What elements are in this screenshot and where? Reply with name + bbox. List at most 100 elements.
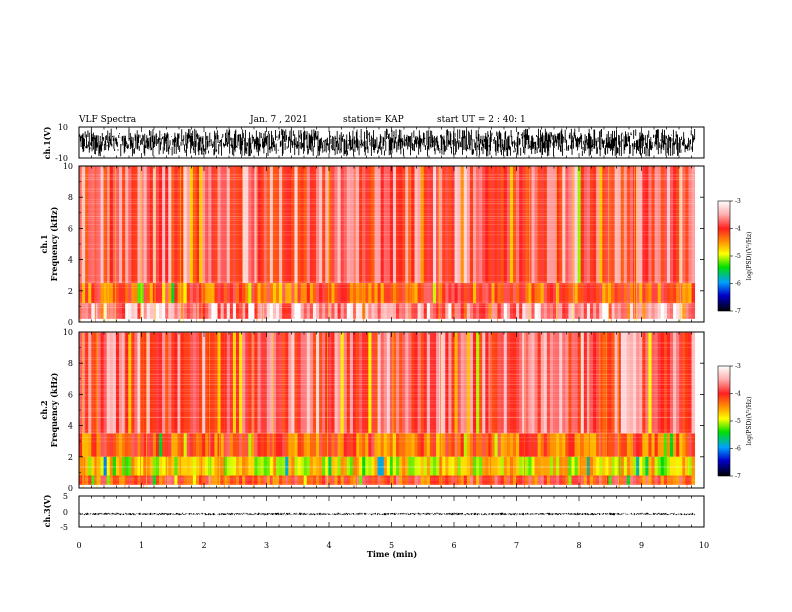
ch2-spectrogram-cell [485, 456, 489, 476]
ch2-spectrogram-cell [642, 475, 646, 485]
ch2-spectrogram-cell [328, 475, 332, 485]
ch2-spectrogram-cell [303, 475, 308, 485]
ch2-spectrogram-cell [620, 332, 625, 434]
ch2-spectrogram-cell [168, 332, 172, 434]
ch1-spectrogram-cell [131, 166, 135, 283]
ch1-spectrogram-cell [691, 283, 696, 304]
ch1-spectrogram-cell [263, 283, 268, 304]
ch2-spectrogram-cell [513, 456, 517, 476]
ch2-spectrogram-cell [448, 332, 452, 434]
ch2-spectrogram-cell [356, 456, 360, 476]
ch2-spectrogram-cell [91, 332, 95, 434]
ch1-spectrogram-cell [534, 283, 539, 304]
ch1-spectrogram-cell [574, 303, 579, 319]
ch1-spectrogram-cell [648, 303, 652, 319]
ch1-spectrogram-cell [608, 166, 612, 283]
colorbar-ch1-tick-label: -3 [735, 198, 741, 205]
ch2-spectrogram-cell [199, 433, 203, 457]
ch1-spectrogram-cell [171, 303, 175, 319]
ch2-spectrogram-cell [349, 433, 354, 457]
ch2-spectrogram-cell [226, 433, 231, 457]
ch2-spectrogram-cell [266, 456, 271, 476]
ch2-spectrogram-cell [306, 456, 311, 476]
ch2-spectrogram-cell [352, 475, 357, 485]
ch1-spectrogram-cell [309, 166, 314, 283]
ch1-spectrogram-cell [466, 166, 471, 283]
ch1-spectrogram-cell [392, 283, 397, 304]
ch1-spectrogram-cell [165, 283, 169, 304]
ch2-spectrogram-cell [503, 332, 508, 434]
ch1-spectrogram-cell [525, 303, 529, 319]
ch2-spectrogram-cell [580, 475, 585, 485]
ch1-spectrogram-cell [312, 283, 317, 304]
colorbar-ch1-tick-label: -4 [735, 226, 741, 233]
ch1-spectrogram-cell [122, 303, 126, 319]
ch2-spectrogram-cell [162, 475, 166, 485]
ch2-spectrogram-cell [263, 475, 268, 485]
ch1-spectrogram-cell [488, 283, 492, 304]
ch1-spectrogram-cell [414, 283, 418, 304]
ch1-spectrogram-cell [359, 283, 363, 304]
ch2-spectrogram-cell [466, 433, 471, 457]
ch2-spectrogram-cell [571, 475, 575, 485]
ch2-spectrogram-cell [143, 433, 148, 457]
ch1-spectrogram-cell [405, 303, 409, 319]
ch2-spectrogram-cell [399, 456, 403, 476]
ch2-spectrogram-cell [460, 433, 465, 457]
ch2-spectrogram-cell [242, 433, 246, 457]
ch2-spectrogram-cell [497, 433, 502, 457]
ch1-spectrogram-cell [82, 283, 86, 304]
ch2-spectrogram-cell [408, 332, 412, 434]
ch2-spectrogram-cell [205, 456, 209, 476]
ch2-spectrogram-cell [294, 475, 298, 485]
ch2-spectrogram-cell [340, 433, 345, 457]
ch1-spectrogram-cell [94, 166, 98, 283]
ch2-spectrogram-cell [248, 456, 252, 476]
ch2-spectrogram-cell [494, 433, 499, 457]
ch2-spectrogram-cell [519, 433, 523, 457]
ch2-spectrogram-cell [574, 433, 579, 457]
ch2-spectrogram-cell [248, 332, 252, 434]
ch2-spectrogram-cell [423, 332, 428, 434]
ch2-spectrogram-cell [232, 332, 237, 434]
ch1-spectrogram-cell [556, 303, 560, 319]
ch1-spectrogram-cell [199, 283, 203, 304]
ch1-spectrogram-cell [583, 303, 588, 319]
ch1-spectrogram-cell [519, 303, 523, 319]
ch2-spectrogram-cell [491, 456, 495, 476]
ch1-spectrogram-cell [537, 283, 542, 304]
ch2-spectrogram-cell [414, 475, 418, 485]
ch2-spectrogram-ytick-label: 2 [68, 453, 73, 462]
ch2-spectrogram-cell [543, 475, 548, 485]
ch2-spectrogram-cell [596, 456, 600, 476]
ch3-waveform-ylabel: ch.3(V) [42, 494, 52, 527]
ch1-spectrogram-cell [297, 283, 302, 304]
ch1-spectrogram-cell [165, 303, 169, 319]
ch1-spectrogram-cell [626, 283, 631, 304]
ch2-spectrogram-cell [374, 433, 378, 457]
ch2-spectrogram-cell [149, 475, 154, 485]
ch2-spectrogram-cell [623, 332, 628, 434]
ch2-spectrogram-cell [180, 475, 185, 485]
time-tick-label: 0 [76, 541, 81, 550]
ch1-spectrogram-cell [654, 283, 659, 304]
ch2-spectrogram-cell [279, 433, 283, 457]
ch2-spectrogram-cell [346, 475, 351, 485]
ch2-spectrogram-cell [128, 332, 132, 434]
ch1-spectrogram-cell [134, 166, 138, 283]
ch2-spectrogram-cell [214, 433, 218, 457]
ch2-spectrogram-ytick-label: 4 [68, 422, 73, 431]
ch1-spectrogram-cell [562, 283, 566, 304]
ch2-spectrogram-cell [676, 456, 680, 476]
ch2-spectrogram-cell [128, 433, 132, 457]
ch2-spectrogram-cell [235, 433, 240, 457]
ch2-spectrogram-cell [420, 433, 425, 457]
ch2-spectrogram-cell [562, 433, 566, 457]
ch1-spectrogram-cell [140, 283, 145, 304]
ch2-spectrogram-cell [436, 475, 440, 485]
ch1-spectrogram-cell [546, 166, 551, 283]
ch2-spectrogram-cell [368, 456, 372, 476]
ch2-spectrogram-cell [235, 475, 240, 485]
ch1-spectrogram-cell [100, 283, 105, 304]
ch1-spectrogram-cell [611, 303, 615, 319]
